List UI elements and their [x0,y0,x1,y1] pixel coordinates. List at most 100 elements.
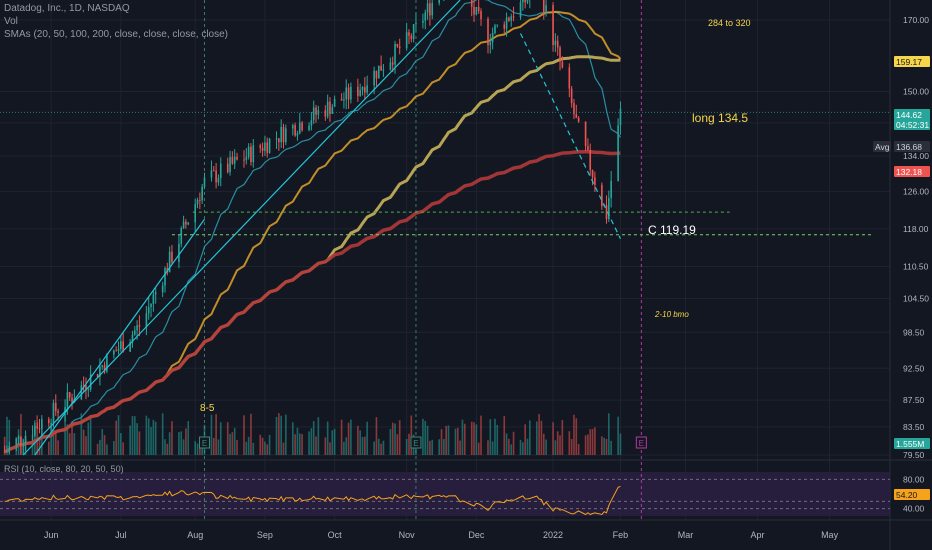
earnings-marker-label: E [639,439,644,448]
volume-bar [215,414,217,455]
volume-bars [3,413,622,455]
candle [508,17,510,21]
price-tick: 126.00 [903,186,929,196]
candle [561,61,564,68]
candle [524,0,526,3]
candle [587,146,589,150]
time-tick: Jun [44,530,59,540]
volume-bar [212,437,215,455]
time-tick: Dec [468,530,485,540]
volume-bar [133,416,136,455]
volume-bar [538,414,540,455]
candle [308,125,310,131]
candle [350,86,352,100]
volume-bar [36,415,38,455]
candle [496,24,499,26]
volume-bar [310,428,313,455]
volume-bar [231,432,234,455]
volume-bar [96,443,99,455]
candle [252,145,255,163]
price-tag-label: 04:52:31 [896,120,929,130]
candle [510,16,513,21]
volume-bar [122,442,124,455]
candle [168,251,171,273]
volume-bar [522,442,524,455]
volume-bar [456,427,459,455]
annotation-target: 284 to 320 [708,18,751,28]
volume-bar [361,436,364,455]
volume-bar [454,428,457,455]
candle [34,426,36,436]
time-axis[interactable]: Jun Jul Aug Sep Oct Nov Dec 2022 Feb Mar Apr May [44,530,839,540]
candle [285,128,287,143]
volume-bar [20,413,22,455]
candle [52,402,55,423]
candle [145,313,148,327]
candle [310,120,313,126]
candle [512,16,515,18]
volume-bar [312,421,315,455]
candle [301,122,303,131]
candle [610,180,612,198]
volume-bar [459,440,461,455]
volume-bar [87,422,90,455]
volume-bar [601,436,603,455]
trend-line [34,218,205,456]
volume-bar [145,415,148,455]
candle [196,199,199,205]
candle [422,20,424,23]
candle [66,392,69,408]
candle [57,411,59,413]
volume-bar [389,428,392,455]
price-tag [894,141,930,152]
price-tag-label: 54.20 [896,490,918,500]
candle [259,145,262,148]
candle [278,138,280,143]
volume-bar [477,442,480,455]
candle [275,138,278,140]
candle [229,157,231,173]
volume-bar [505,433,508,455]
volume-bar [236,440,238,455]
candle [375,70,378,79]
volume-bar [185,428,187,455]
candle [608,197,610,220]
candle [526,0,529,3]
volume-bar [317,417,320,455]
candle [361,87,364,91]
time-tick: May [821,530,839,540]
price-tick: 134.00 [903,151,929,161]
candle [519,2,522,18]
volume-bar [152,419,155,455]
price-tick: 92.50 [903,363,925,373]
candle [87,389,90,391]
price-tag-label: Avg [875,142,890,152]
candle [347,87,350,100]
candle [31,435,34,437]
volume-bar [556,431,559,455]
volume-bar [73,433,76,455]
volume-bar [120,433,122,455]
candle [226,163,229,173]
volume-bar [296,427,299,455]
candle [280,127,282,143]
volume-bar [308,431,310,455]
candle [594,177,596,185]
candle [203,177,206,187]
time-tick: Jul [115,530,127,540]
volume-bar [591,428,594,455]
candle [545,5,547,14]
volume-bar [187,421,190,455]
candle [431,2,434,16]
candle [380,65,382,71]
volume-bar [366,421,368,455]
volume-bar [301,434,303,455]
volume-bar [182,439,185,455]
candle [477,6,480,12]
volume-bar [147,418,150,455]
price-tick: 79.50 [903,450,925,460]
time-tick: Nov [399,530,416,540]
candle [199,199,201,201]
